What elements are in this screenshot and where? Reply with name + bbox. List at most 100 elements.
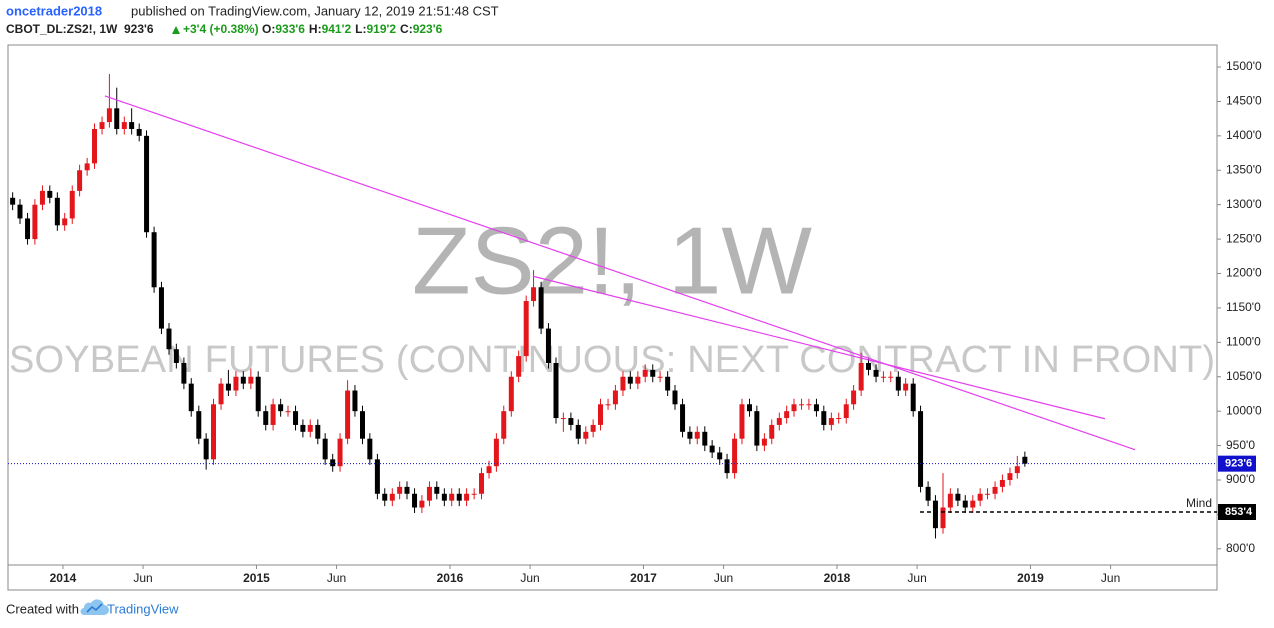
ohlc: O:933'6 H:941'2 L:919'2 C:923'6 — [262, 22, 443, 36]
candle-body — [888, 376, 894, 378]
candle-body — [880, 376, 886, 378]
candle-body — [285, 411, 291, 413]
candle-body — [225, 383, 231, 391]
watermark-layer: ZS2!, 1W SOYBEAN FUTURES (CONTINUOUS: NEX… — [9, 207, 1215, 381]
candle-body — [1014, 466, 1020, 474]
candle-body — [233, 376, 239, 391]
candle-body — [754, 411, 760, 446]
plot-layer — [10, 73, 1136, 539]
x-tick-label: Jun — [133, 571, 152, 585]
candle-body — [739, 404, 745, 439]
x-tick-label: 2019 — [1017, 571, 1044, 585]
candle-body — [300, 424, 306, 432]
candle-body — [493, 438, 499, 467]
logo-line — [86, 603, 103, 613]
candle-body — [478, 473, 484, 494]
candle-body — [315, 424, 321, 439]
x-tick-label: Jun — [327, 571, 346, 585]
published: published on TradingView.com, January 12… — [131, 3, 499, 18]
candle-body — [99, 122, 105, 129]
author[interactable]: oncetrader2018 — [6, 3, 102, 18]
y-tick-label: 1050'0 — [1226, 369, 1262, 383]
candle-body — [404, 486, 410, 494]
candle-body — [181, 362, 187, 384]
candle-body — [680, 404, 686, 432]
candle-body — [203, 438, 209, 460]
level-name: Mind — [1186, 496, 1212, 510]
candle-body — [114, 108, 120, 129]
candle-body — [426, 486, 432, 501]
y-tick-label: 1450'0 — [1226, 94, 1262, 108]
candle-body — [106, 108, 112, 123]
candle-body — [151, 232, 157, 288]
candle-body — [270, 404, 276, 425]
ohlc-value: 933'6 — [275, 22, 305, 36]
candle-body — [598, 404, 604, 425]
candle-body — [382, 493, 388, 501]
y-tick-label: 1200'0 — [1226, 266, 1262, 280]
candle-body — [218, 383, 224, 405]
candle-body — [263, 411, 269, 425]
candle-body — [583, 431, 589, 439]
candle-body — [590, 424, 596, 432]
candle-body — [992, 486, 998, 494]
candle-body — [612, 390, 618, 405]
candle-body — [694, 431, 700, 439]
y-tick-label: 1350'0 — [1226, 162, 1262, 176]
y-tick-label: 1150'0 — [1226, 300, 1261, 314]
candle-body — [724, 459, 730, 474]
candle-body — [158, 287, 164, 329]
candle-body — [10, 197, 16, 205]
candle-body — [136, 128, 142, 136]
candle-body — [672, 390, 678, 405]
symbol: CBOT_DL:ZS2!, 1W — [6, 22, 118, 36]
candle-body — [39, 190, 45, 205]
candle-body — [642, 369, 648, 377]
candle-body — [1022, 456, 1028, 464]
ohlc-label: C: — [400, 22, 413, 36]
candle-body — [985, 493, 991, 495]
last-price-label: 923'6 — [1225, 458, 1252, 470]
ohlc-label: L: — [355, 22, 366, 36]
candle-body — [486, 466, 492, 474]
y-tick-label: 1000'0 — [1226, 403, 1262, 417]
candle-body — [910, 383, 916, 412]
candle-body — [687, 431, 693, 439]
candle-body — [397, 486, 403, 494]
candle-body — [873, 369, 879, 377]
candle-body — [255, 376, 261, 412]
x-tick-label: 2016 — [437, 571, 464, 585]
candle-body — [464, 493, 470, 501]
x-tick-label: 2018 — [824, 571, 851, 585]
candle-body — [575, 424, 581, 439]
candle-body — [717, 452, 723, 460]
candle-body — [307, 424, 313, 432]
x-tick-label: Jun — [714, 571, 733, 585]
footer-brand[interactable]: TradingView — [107, 601, 179, 616]
candle-body — [62, 218, 68, 226]
candle-body — [210, 404, 216, 460]
candle-body — [449, 493, 455, 501]
candle-body — [746, 404, 752, 412]
candle-body — [769, 424, 775, 439]
candle-body — [359, 411, 365, 439]
candle-body — [918, 411, 924, 487]
candle-body — [620, 376, 626, 391]
candle-body — [947, 493, 953, 508]
candle-body — [560, 418, 566, 420]
candle-body — [962, 500, 968, 508]
candle-body — [761, 438, 767, 446]
candle-body — [166, 328, 172, 350]
candle-body — [337, 438, 343, 467]
candle-body — [144, 135, 150, 233]
candle-body — [188, 383, 194, 412]
x-tick-label: 2014 — [50, 571, 77, 585]
candle-body — [523, 301, 529, 357]
tradingview-logo — [80, 599, 109, 615]
candle-body — [843, 404, 849, 419]
y-tick-label: 1400'0 — [1226, 128, 1262, 142]
candle-body — [851, 390, 857, 405]
candle-body — [538, 287, 544, 329]
up-arrow — [172, 26, 180, 34]
